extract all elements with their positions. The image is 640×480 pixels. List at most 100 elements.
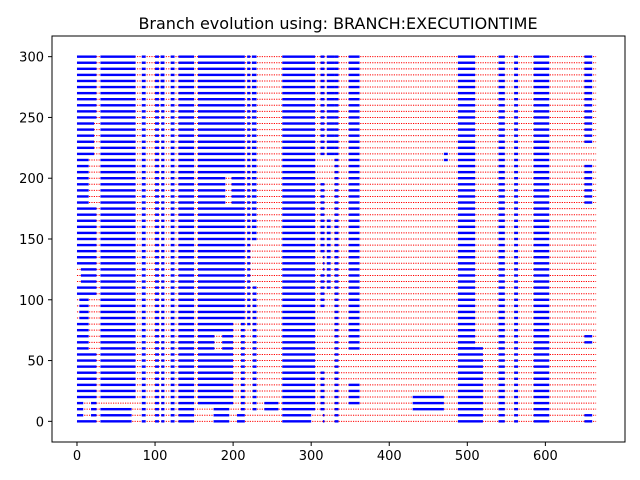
taken-segment <box>247 104 251 107</box>
taken-segment <box>251 55 257 58</box>
taken-segment <box>498 407 505 411</box>
taken-segment <box>161 213 165 216</box>
taken-segment <box>141 280 146 283</box>
taken-segment <box>141 195 146 198</box>
taken-segment <box>141 128 146 131</box>
taken-segment <box>348 286 360 289</box>
x-tick-label: 100 <box>143 449 168 464</box>
taken-segment <box>514 401 519 405</box>
taken-segment <box>178 146 195 150</box>
taken-segment <box>247 310 251 314</box>
taken-segment <box>141 98 146 101</box>
taken-segment <box>100 262 136 265</box>
taken-segment <box>334 401 339 405</box>
taken-segment <box>320 207 325 210</box>
taken-segment <box>514 389 519 393</box>
taken-segment <box>155 104 159 107</box>
taken-segment <box>161 304 165 308</box>
taken-segment <box>348 146 360 150</box>
taken-segment <box>334 407 339 411</box>
taken-segment <box>514 73 519 77</box>
taken-segment <box>498 298 505 301</box>
taken-segment <box>334 414 339 417</box>
taken-segment <box>141 170 146 174</box>
taken-segment <box>457 177 476 180</box>
taken-segment <box>533 377 550 380</box>
taken-segment <box>178 189 195 192</box>
taken-segment <box>247 122 251 125</box>
taken-segment <box>197 316 245 320</box>
taken-segment <box>247 213 251 216</box>
taken-segment <box>170 407 175 411</box>
taken-segment <box>514 110 519 113</box>
taken-segment <box>320 237 325 241</box>
taken-segment <box>533 207 550 210</box>
taken-segment <box>100 152 136 156</box>
taken-segment <box>348 140 360 143</box>
taken-segment <box>533 249 550 253</box>
taken-segment <box>282 104 316 107</box>
taken-segment <box>457 262 476 265</box>
taken-segment <box>161 256 165 259</box>
taken-segment <box>334 122 339 125</box>
taken-segment <box>498 61 505 64</box>
taken-segment <box>334 249 339 253</box>
taken-segment <box>178 98 195 101</box>
taken-segment <box>334 61 339 64</box>
taken-segment <box>320 225 325 229</box>
taken-segment <box>282 401 316 405</box>
taken-segment <box>457 389 483 393</box>
taken-segment <box>155 420 159 423</box>
taken-segment <box>457 328 476 332</box>
taken-segment <box>178 225 195 229</box>
taken-segment <box>161 353 165 356</box>
taken-segment <box>91 401 97 405</box>
taken-segment <box>348 85 360 89</box>
taken-segment <box>457 140 476 143</box>
taken-segment <box>141 85 146 89</box>
taken-segment <box>240 407 245 411</box>
taken-segment <box>584 170 593 174</box>
taken-segment <box>141 377 146 380</box>
taken-segment <box>197 268 245 271</box>
taken-segment <box>100 280 136 283</box>
taken-segment <box>141 134 146 137</box>
taken-segment <box>170 298 175 301</box>
taken-segment <box>76 395 97 399</box>
taken-segment <box>178 395 195 399</box>
taken-segment <box>161 262 165 265</box>
taken-segment <box>348 335 360 338</box>
taken-segment <box>251 164 257 168</box>
taken-segment <box>247 207 251 210</box>
taken-segment <box>100 274 136 277</box>
taken-segment <box>498 146 505 150</box>
taken-segment <box>178 55 195 58</box>
taken-segment <box>170 231 175 235</box>
taken-segment <box>197 286 245 289</box>
taken-segment <box>514 122 519 125</box>
taken-segment <box>498 98 505 101</box>
taken-segment <box>514 341 519 344</box>
taken-segment <box>533 256 550 259</box>
taken-segment <box>326 73 335 77</box>
x-tick-label: 500 <box>455 449 480 464</box>
taken-segment <box>100 292 136 295</box>
taken-segment <box>334 347 339 350</box>
taken-segment <box>334 158 339 162</box>
taken-segment <box>320 274 325 277</box>
taken-segment <box>141 298 146 301</box>
taken-segment <box>282 231 316 235</box>
taken-segment <box>100 286 136 289</box>
taken-segment <box>155 225 159 229</box>
taken-segment <box>320 116 325 119</box>
taken-segment <box>76 286 97 289</box>
taken-segment <box>155 79 159 83</box>
taken-segment <box>348 341 360 344</box>
taken-segment <box>334 304 339 308</box>
taken-segment <box>533 79 550 83</box>
taken-segment <box>498 341 505 344</box>
taken-segment <box>533 91 550 95</box>
taken-segment <box>498 67 505 71</box>
taken-segment <box>197 377 234 380</box>
taken-segment <box>247 164 251 168</box>
